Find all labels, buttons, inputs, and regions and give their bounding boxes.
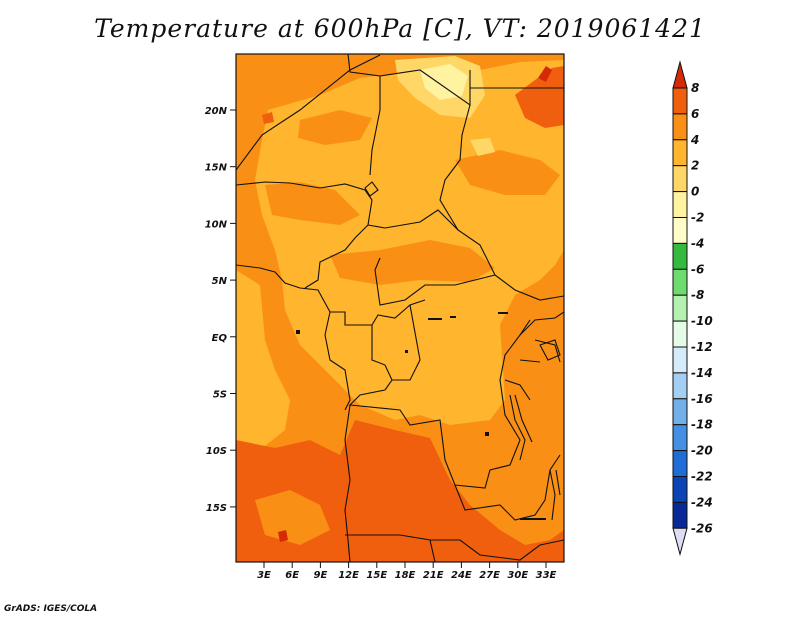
border-zambia-north [454, 454, 561, 521]
colorbar-level-label: -24 [691, 495, 713, 509]
border-niger-nigeria [236, 181, 373, 201]
colorbar-level-label: -16 [691, 392, 713, 406]
colorbar-segment [672, 139, 688, 167]
colorbar-level-label: -26 [691, 521, 713, 535]
lon-tick-label: 3E [257, 570, 271, 581]
colorbar: 8 6 4 2 0 -2 -4 -6 -8 -10 -12 -14 -16 -18 -20 -22 -24 -26 [672, 60, 713, 557]
colorbar-level-label: -8 [691, 288, 704, 302]
map-title: Temperature at 600hPa [C], VT: 201906142… [94, 14, 706, 43]
colorbar-level-label: 2 [691, 159, 699, 173]
colorbar-level-label: -6 [691, 262, 704, 276]
water-mark-4 [296, 330, 300, 334]
field-patch-2-to-4-south [490, 445, 555, 525]
border-cameroon-car [367, 209, 496, 306]
colorbar-segment [672, 450, 688, 478]
lon-tick-label: 27E [479, 570, 500, 581]
water-mark-6 [520, 518, 546, 520]
colorbar-segment [672, 320, 688, 348]
colorbar-segment [672, 242, 688, 270]
field-spot-4-to-6-northwest [262, 112, 274, 124]
colorbar-segment [672, 113, 688, 141]
lon-tick-label: 30E [507, 570, 528, 581]
field-region-0-to-minus2-east [470, 138, 495, 156]
field-region-4-to-6-northeast [515, 66, 564, 128]
lon-tick-label: 9E [314, 570, 328, 581]
border-drc [348, 304, 531, 489]
border-lake-victoria [539, 339, 561, 361]
temperature-field [236, 54, 564, 562]
colorbar-segment [672, 398, 688, 426]
border-great-lakes [504, 311, 564, 401]
colorbar-level-label: 8 [691, 81, 699, 95]
colorbar-bottom-arrow [672, 527, 688, 557]
colorbar-segment [672, 372, 688, 400]
border-angola-zambia [344, 404, 564, 562]
lat-tick-label: 10N [205, 219, 228, 230]
latitude-axis: 20N 15N 10N 5N EQ 5S 10S 15S [205, 106, 236, 514]
map-frame [235, 53, 565, 563]
field-patch-2-to-4-central [330, 240, 495, 285]
colorbar-top-arrow [672, 60, 688, 89]
border-lake-chad [364, 181, 379, 197]
water-mark-3 [498, 312, 508, 314]
colorbar-segment [672, 294, 688, 322]
colorbar-level-label: -18 [691, 418, 713, 432]
border-sahara-north [236, 54, 564, 176]
colorbar-level-label: -2 [691, 211, 704, 225]
colorbar-segment [672, 346, 688, 374]
colorbar-level-label: -20 [691, 444, 713, 458]
grads-credit: GrADS: IGES/COLA [4, 604, 98, 614]
border-lake-tanganyika [509, 394, 533, 461]
field-patch-2-to-4-southwest [255, 490, 330, 545]
field-spot-6-to-8-south [278, 530, 288, 542]
colorbar-level-label: 0 [691, 185, 699, 199]
lat-tick-label: 20N [205, 106, 228, 117]
colorbar-segment [672, 87, 688, 115]
lat-tick-label: 5N [212, 276, 228, 287]
lon-tick-label: 12E [338, 570, 359, 581]
border-west-coast [236, 264, 351, 411]
border-lake-malawi [549, 469, 561, 521]
colorbar-level-label: 4 [690, 133, 699, 147]
colorbar-segment [672, 217, 688, 244]
field-region-6-to-8-northeast [538, 66, 552, 82]
colorbar-level-label: -4 [691, 236, 704, 250]
colorbar-level-label: -10 [691, 314, 713, 328]
lon-tick-label: 21E [423, 570, 444, 581]
colorbar-level-label: -22 [691, 470, 713, 484]
colorbar-segment [672, 268, 688, 296]
water-mark-1 [428, 318, 442, 320]
field-region-0-to-2-west [236, 270, 290, 455]
lon-tick-label: 6E [285, 570, 299, 581]
border-gabon-congo [330, 299, 426, 391]
lat-tick-label: 15N [205, 163, 228, 174]
field-patch-2-to-4-sahel [265, 182, 360, 225]
inland-water-marks [296, 312, 546, 520]
lon-tick-label: 24E [451, 570, 472, 581]
water-mark-2 [450, 316, 456, 318]
colorbar-segment [672, 191, 688, 219]
lon-tick-label: 18E [395, 570, 416, 581]
lat-tick-label: 15S [206, 503, 227, 514]
water-mark-5 [405, 350, 408, 353]
lon-tick-label: 15E [366, 570, 387, 581]
field-patch-2-to-4-east [455, 150, 560, 195]
longitude-axis: 3E 6E 9E 12E 15E 18E 21E 24E 27E 30E 33E [257, 562, 557, 581]
lat-tick-label: 10S [206, 446, 227, 457]
colorbar-level-label: 6 [691, 107, 699, 121]
colorbar-segment [672, 476, 688, 503]
colorbar-segment [672, 165, 688, 193]
colorbar-level-label: -14 [691, 366, 713, 380]
lat-tick-label: EQ [212, 333, 228, 344]
lat-tick-label: 5S [213, 390, 227, 401]
field-patch-2-to-4-north [298, 110, 372, 145]
field-region-minus2-to-minus4 [420, 64, 468, 100]
water-mark-7 [485, 432, 489, 436]
country-borders [236, 54, 564, 562]
colorbar-level-label: -12 [691, 340, 713, 354]
colorbar-segment [672, 501, 688, 529]
lon-tick-label: 33E [536, 570, 557, 581]
colorbar-segment [672, 424, 688, 452]
